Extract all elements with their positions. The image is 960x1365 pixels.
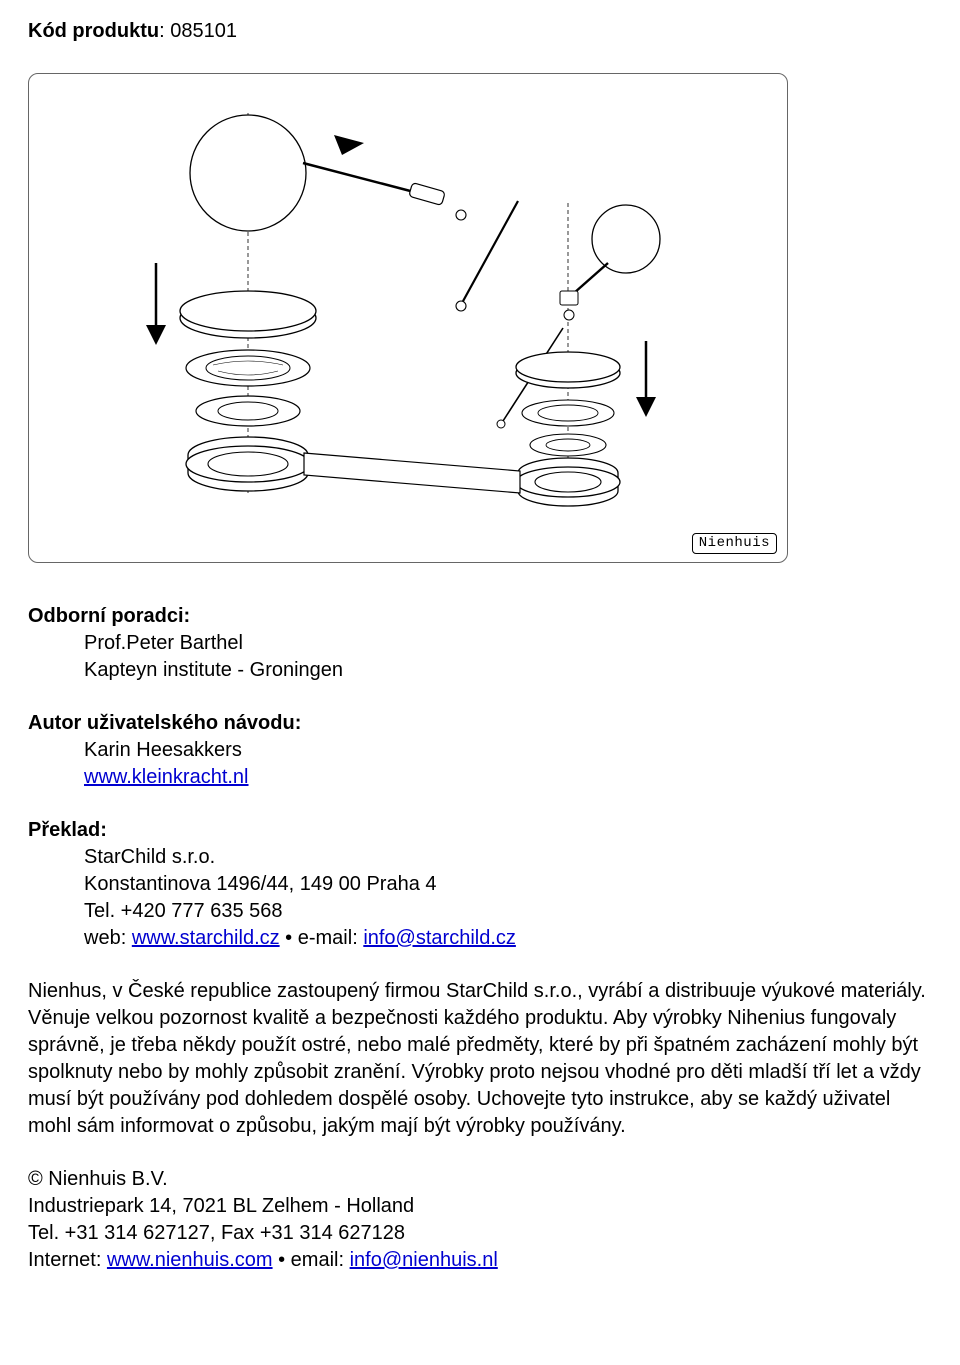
- assembly-diagram: Nienhuis: [28, 73, 788, 563]
- author-url[interactable]: www.kleinkracht.nl: [84, 766, 249, 788]
- footer-section: © Nienhuis B.V. Industriepark 14, 7021 B…: [28, 1166, 932, 1274]
- product-code-value: 085101: [170, 20, 237, 42]
- author-name: Karin Heesakkers: [28, 737, 932, 764]
- footer-web[interactable]: www.nienhuis.com: [107, 1249, 273, 1271]
- footer-web-prefix: Internet:: [28, 1249, 107, 1271]
- advisors-name: Prof.Peter Barthel: [28, 630, 932, 657]
- footer-email[interactable]: info@nienhuis.nl: [350, 1249, 498, 1271]
- body-paragraph: Nienhus, v České republice zastoupený fi…: [28, 978, 932, 1140]
- translation-phone: Tel. +420 777 635 568: [28, 898, 932, 925]
- translation-company: StarChild s.r.o.: [28, 844, 932, 871]
- translation-web[interactable]: www.starchild.cz: [132, 927, 280, 949]
- footer-web-line: Internet: www.nienhuis.com • email: info…: [28, 1247, 932, 1274]
- footer-email-sep: • email:: [273, 1249, 350, 1271]
- footer-copyright: © Nienhuis B.V.: [28, 1166, 932, 1193]
- advisors-section: Odborní poradci: Prof.Peter Barthel Kapt…: [28, 603, 932, 684]
- translation-email[interactable]: info@starchild.cz: [363, 927, 516, 949]
- translation-web-line: web: www.starchild.cz • e-mail: info@sta…: [28, 925, 932, 952]
- translation-section: Překlad: StarChild s.r.o. Konstantinova …: [28, 817, 932, 952]
- advisors-heading: Odborní poradci:: [28, 603, 932, 630]
- author-heading: Autor uživatelského návodu:: [28, 710, 932, 737]
- diagram-brand-stamp: Nienhuis: [692, 533, 777, 554]
- product-code-line: Kód produktu: 085101: [28, 18, 932, 45]
- translation-address: Konstantinova 1496/44, 149 00 Praha 4: [28, 871, 932, 898]
- author-section: Autor uživatelského návodu: Karin Heesak…: [28, 710, 932, 791]
- product-code-label: Kód produktu: [28, 20, 159, 42]
- translation-email-sep: • e-mail:: [280, 927, 364, 949]
- translation-heading: Překlad:: [28, 817, 932, 844]
- footer-phone: Tel. +31 314 627127, Fax +31 314 627128: [28, 1220, 932, 1247]
- footer-address: Industriepark 14, 7021 BL Zelhem - Holla…: [28, 1193, 932, 1220]
- translation-web-prefix: web:: [84, 927, 132, 949]
- diagram-svg: [48, 93, 768, 543]
- advisors-institute: Kapteyn institute - Groningen: [28, 657, 932, 684]
